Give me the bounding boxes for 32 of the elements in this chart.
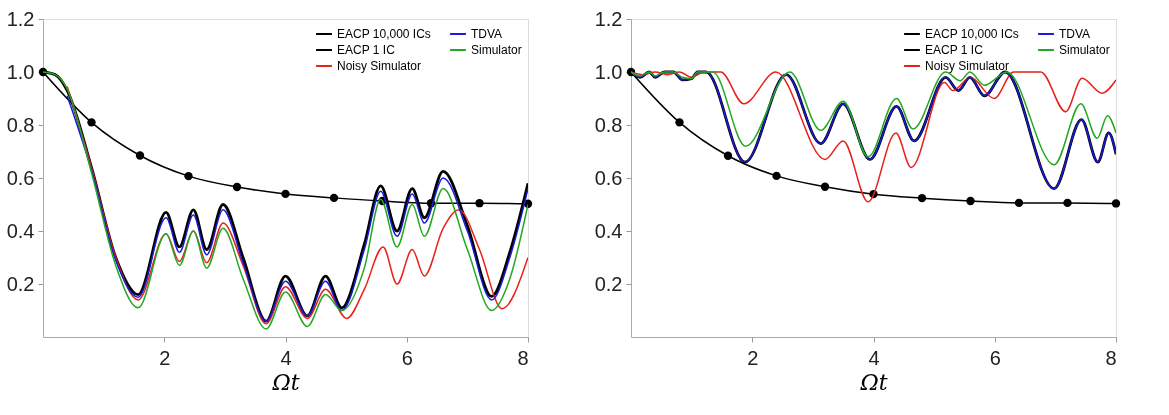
legend-label: Simulator xyxy=(471,43,522,57)
x-tick-label: 6 xyxy=(401,346,413,369)
y-tick-label: 0.2 xyxy=(594,272,623,295)
y-tick-label: 1.2 xyxy=(594,7,623,30)
y-tick-label: 0.8 xyxy=(594,113,623,136)
legend-label: Noisy Simulator xyxy=(925,59,1010,73)
legend-label: TDVA xyxy=(471,27,503,41)
x-tick-label: 4 xyxy=(868,346,880,369)
legend-label: EACP 1 IC xyxy=(925,43,984,57)
legend-label: Simulator xyxy=(1059,43,1110,57)
x-tick-label: 6 xyxy=(989,346,1001,369)
x-axis-title: Ωt xyxy=(271,369,300,395)
x-tick-label: 8 xyxy=(1105,346,1117,369)
x-tick-label: 8 xyxy=(517,346,529,369)
legend-label: EACP 10,000 ICs xyxy=(925,27,1019,41)
y-tick-label: 0.2 xyxy=(6,272,35,295)
y-tick-label: 0.6 xyxy=(594,166,623,189)
y-tick-label: 0.4 xyxy=(6,219,35,242)
legend-label: EACP 10,000 ICs xyxy=(337,27,431,41)
legend-label: Noisy Simulator xyxy=(337,59,422,73)
x-tick-label: 2 xyxy=(747,346,759,369)
x-tick-label: 4 xyxy=(280,346,292,369)
legend-label: EACP 1 IC xyxy=(337,43,396,57)
y-tick-label: 0.6 xyxy=(6,166,35,189)
x-axis-title: Ωt xyxy=(859,369,888,395)
y-tick-label: 1.0 xyxy=(6,60,35,83)
y-tick-label: 1.0 xyxy=(594,60,623,83)
y-tick-label: 0.4 xyxy=(594,219,623,242)
legend-label: TDVA xyxy=(1059,27,1091,41)
y-tick-label: 0.8 xyxy=(6,113,35,136)
x-tick-label: 2 xyxy=(159,346,171,369)
y-tick-label: 1.2 xyxy=(6,7,35,30)
